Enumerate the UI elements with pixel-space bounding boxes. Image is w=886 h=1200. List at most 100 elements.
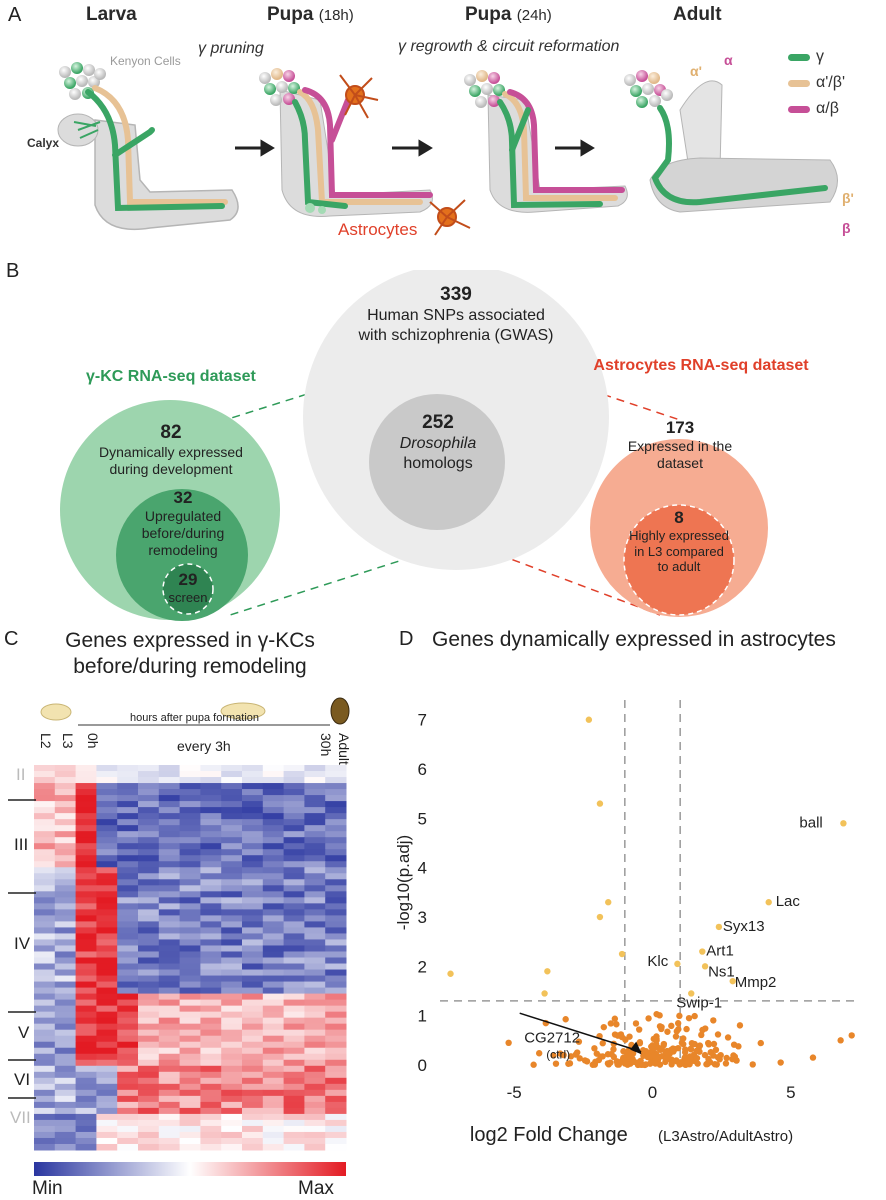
heatmap-cell [158, 795, 181, 802]
heatmap-cell [221, 849, 243, 856]
heatmap-cell [179, 1005, 201, 1013]
heatmap-cell [117, 855, 139, 862]
heatmap-cell [221, 1041, 243, 1049]
heatmap-cell [325, 963, 347, 971]
heatmap-cell [200, 873, 222, 880]
heatmap-cell [283, 855, 305, 862]
legend-item-alpha-beta: α/β [788, 100, 845, 118]
venn-highly-expressed-circle [623, 504, 735, 616]
heatmap-cell [283, 897, 305, 904]
y-tick-label: 3 [418, 908, 427, 927]
heatmap-cell [117, 1017, 139, 1025]
heatmap-cell [34, 1017, 56, 1025]
heatmap-cell [34, 1101, 56, 1109]
heatmap-cell [34, 993, 56, 1001]
heatmap-cell [221, 1101, 243, 1109]
heatmap-cell [75, 891, 97, 898]
heatmap-cell [283, 927, 305, 934]
heatmap-cell [75, 795, 97, 802]
heatmap-cell [221, 1119, 243, 1127]
heatmap-cell [158, 849, 181, 856]
heatmap-cell [54, 861, 77, 868]
heatmap-cell [221, 987, 243, 995]
heatmap-cell [54, 867, 77, 874]
heatmap-cell [262, 999, 285, 1007]
heatmap-cell [242, 1053, 264, 1061]
heatmap-cell [262, 843, 285, 850]
heatmap-cell [34, 1041, 56, 1049]
heatmap-cell [242, 1011, 264, 1019]
heatmap-cell [34, 915, 56, 922]
heatmap-cell [96, 825, 118, 832]
volcano-point [665, 1053, 672, 1060]
cluster-label-ii: II [16, 765, 26, 784]
heatmap-cell [221, 993, 243, 1001]
volcano-point [635, 1026, 643, 1033]
heatmap-cell [158, 1005, 181, 1013]
heatmap-cell [221, 1029, 243, 1037]
heatmap-cell [221, 777, 243, 784]
volcano-point [589, 1061, 596, 1068]
heatmap-cell [262, 801, 285, 808]
heatmap-cell [242, 1035, 264, 1043]
heatmap-cell [304, 1041, 326, 1049]
heatmap-cell [34, 885, 56, 892]
heatmap-cell [158, 1059, 181, 1067]
heatmap-cell [221, 903, 243, 910]
volcano-point [576, 1055, 583, 1062]
heatmap-cell [283, 873, 305, 880]
heatmap-cell [262, 1137, 285, 1145]
heatmap-cell [138, 921, 160, 928]
heatmap-cell [158, 963, 181, 971]
heatmap-cell [325, 1095, 347, 1103]
heatmap-cell [138, 975, 160, 983]
heatmap-cell [158, 1017, 181, 1025]
heatmap-cell [325, 1059, 347, 1067]
heatmap-cell [304, 1137, 326, 1145]
heatmap-cell [34, 1095, 56, 1103]
heatmap-cell [262, 927, 285, 934]
heatmap-cell [138, 999, 160, 1007]
heatmap-cell [54, 1023, 77, 1031]
heatmap-cell [262, 849, 285, 856]
heatmap-cell [221, 837, 243, 844]
heatmap-cell [138, 801, 160, 808]
heatmap-cell [34, 1005, 56, 1013]
heatmap-cell [200, 783, 222, 790]
heatmap-cell [304, 1011, 326, 1019]
heatmap-cell [283, 915, 305, 922]
heatmap-cell [158, 783, 181, 790]
volcano-point [678, 1039, 686, 1047]
heatmap-cell [325, 765, 347, 772]
heatmap-cell [34, 975, 56, 983]
legend-item-alpha-beta-prime: α'/β' [788, 74, 845, 92]
heatmap-cell [262, 795, 285, 802]
heatmap-cell [179, 951, 201, 958]
heatmap-cell [200, 1047, 222, 1055]
heatmap-cell [158, 1023, 181, 1031]
heatmap-cell [34, 945, 56, 952]
heatmap-cell [262, 897, 285, 904]
volcano-point [674, 1020, 682, 1027]
heatmap-cell [96, 855, 118, 862]
heatmap-cell [138, 969, 160, 977]
heatmap-cell [262, 1005, 285, 1013]
legend-swatch-gamma [788, 53, 810, 61]
heatmap-cell [158, 939, 181, 946]
heatmap-cell [179, 933, 201, 940]
heatmap-cell [242, 921, 264, 928]
heatmap-cell [117, 795, 139, 802]
heatmap-cell [304, 921, 326, 928]
heatmap-cell [242, 993, 264, 1001]
heatmap-cell [179, 1095, 201, 1103]
panel-a-letter: A [8, 4, 22, 26]
heatmap-cell [158, 777, 181, 784]
cluster-label-iv: IV [14, 934, 31, 953]
heatmap-cell [200, 765, 222, 772]
heatmap-cell [304, 777, 326, 784]
volcano-point [710, 1017, 717, 1024]
heatmap-cell [325, 993, 347, 1001]
heatmap-cell [96, 765, 118, 772]
heatmap-cell [200, 789, 222, 796]
heatmap-cell [96, 981, 118, 989]
